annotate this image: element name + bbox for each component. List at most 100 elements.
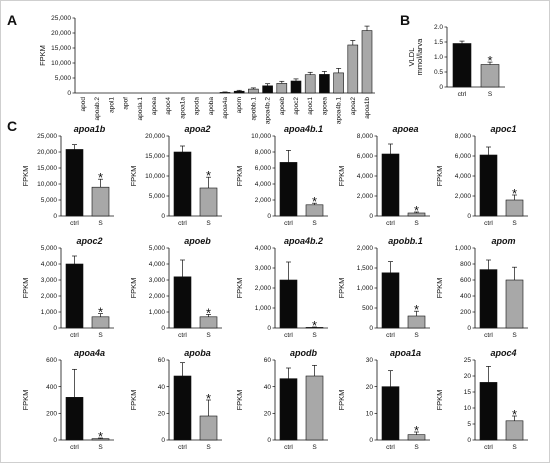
significance-star: *	[512, 407, 517, 422]
bar	[381, 153, 400, 217]
y-axis-label: FPKM	[38, 45, 47, 66]
y-tick-label: 0	[467, 213, 471, 220]
chart-title: apobb.1	[388, 236, 423, 246]
chart-apoa1a: apoa1a 0 10 20 30 FPKM ctrl * S	[337, 348, 430, 451]
y-axis-label: FPKM	[235, 166, 244, 187]
bar	[347, 44, 359, 94]
y-tick-label: 0	[267, 213, 271, 220]
category-label: apoa1b	[364, 97, 371, 119]
y-tick-label: 3,000	[41, 277, 58, 284]
bar	[262, 85, 273, 94]
bar	[381, 272, 400, 329]
chart-title: apoba	[184, 348, 211, 358]
y-tick-label: 3,000	[149, 277, 166, 284]
significance-star: *	[206, 391, 211, 406]
y-tick-label: 400	[460, 293, 471, 300]
bar	[290, 80, 302, 94]
category-label: S	[312, 444, 317, 451]
y-tick-label: 0	[161, 437, 165, 444]
y-tick-label: 20,000	[145, 133, 165, 140]
category-label: apof	[123, 97, 130, 110]
category-label: apoc4	[165, 97, 172, 115]
category-label: S	[414, 332, 419, 339]
y-axis-label: FPKM	[129, 278, 138, 299]
y-tick-label: 15,000	[145, 153, 165, 160]
bar	[279, 162, 298, 217]
category-label: S	[206, 332, 211, 339]
y-axis-label: FPKM	[435, 390, 444, 411]
bar	[505, 420, 524, 441]
y-tick-label: 2,000	[255, 197, 272, 204]
y-tick-label: 0.5	[434, 69, 443, 76]
y-tick-label: 4,000	[357, 173, 374, 180]
y-tick-label: 10	[464, 405, 472, 412]
y-tick-label: 0	[369, 437, 373, 444]
chart-apoc1: apoc1 0 2,000 4,000 6,000 8,000 FPKM ctrl * S	[435, 124, 528, 227]
y-axis-label: FPKM	[129, 390, 138, 411]
y-tick-label: 20	[464, 373, 472, 380]
y-axis-label: FPKM	[235, 390, 244, 411]
category-label: S	[312, 332, 317, 339]
y-tick-label: 60	[158, 357, 166, 364]
y-tick-label: 2,000	[255, 285, 272, 292]
category-label: apoda	[194, 97, 201, 115]
category-label: apoa1a	[179, 97, 186, 119]
bar	[505, 279, 524, 329]
chart-title: apoa4b.2	[284, 236, 323, 246]
category-label: apoeb	[279, 97, 286, 115]
bar	[173, 276, 192, 329]
bar	[479, 269, 498, 329]
significance-star: *	[312, 318, 317, 333]
chart-title: apoa2	[184, 124, 210, 134]
y-tick-label: 5,000	[41, 245, 58, 252]
chart-title: apoeb	[184, 236, 211, 246]
y-tick-label: 0	[53, 213, 57, 220]
chart-title: apoa1a	[390, 348, 421, 358]
bar	[279, 378, 298, 441]
y-tick-label: 800	[460, 261, 471, 268]
significance-star: *	[98, 170, 103, 185]
y-tick-label: 0	[161, 325, 165, 332]
y-tick-label: 15	[464, 389, 472, 396]
significance-star: *	[487, 53, 492, 68]
y-tick-label: 10,000	[51, 60, 71, 67]
y-axis-label: FPKM	[435, 166, 444, 187]
category-label: apoab.2	[94, 97, 101, 121]
y-tick-label: 0	[369, 213, 373, 220]
bar	[65, 397, 84, 441]
y-axis-label: FPKM	[435, 278, 444, 299]
bar	[381, 386, 400, 441]
y-tick-label: 6,000	[357, 153, 374, 160]
y-tick-label: 2,000	[357, 193, 374, 200]
panel-label-a: A	[7, 12, 17, 28]
y-tick-label: 1,000	[149, 309, 166, 316]
category-label: apoba	[208, 97, 215, 115]
category-label: apoc2	[293, 97, 300, 115]
y-tick-label: 4,000	[255, 181, 272, 188]
y-tick-label: 8,000	[255, 149, 272, 156]
bar	[305, 375, 324, 441]
chart-title: apoa1b	[74, 124, 106, 134]
y-tick-label: 5,000	[149, 245, 166, 252]
y-tick-label: 0	[53, 437, 57, 444]
y-tick-label: 0	[53, 325, 57, 332]
bar	[219, 92, 231, 94]
chart-apom: apom 0 200 400 600 800 1,000 FPKM ctrl S	[435, 236, 528, 339]
bar	[65, 149, 84, 217]
y-tick-label: 0	[267, 437, 271, 444]
category-label: apoda.1	[137, 97, 144, 121]
category-label: ctrl	[70, 332, 79, 339]
chart-apoba: apoba 0 20 40 60 FPKM ctrl * S	[129, 348, 222, 451]
category-label: apoa2	[350, 97, 357, 115]
y-tick-label: 1,000	[41, 309, 58, 316]
y-tick-label: 2,000	[41, 293, 58, 300]
y-axis-label: FPKM	[337, 390, 346, 411]
y-tick-label: 0	[467, 325, 471, 332]
category-label: apol1	[108, 97, 115, 113]
category-label: apoa4a	[222, 97, 229, 119]
category-label: apoea	[321, 97, 328, 115]
bar	[452, 43, 472, 88]
y-tick-label: 0	[467, 437, 471, 444]
y-tick-label: 2,000	[357, 245, 374, 252]
significance-star: *	[206, 168, 211, 183]
